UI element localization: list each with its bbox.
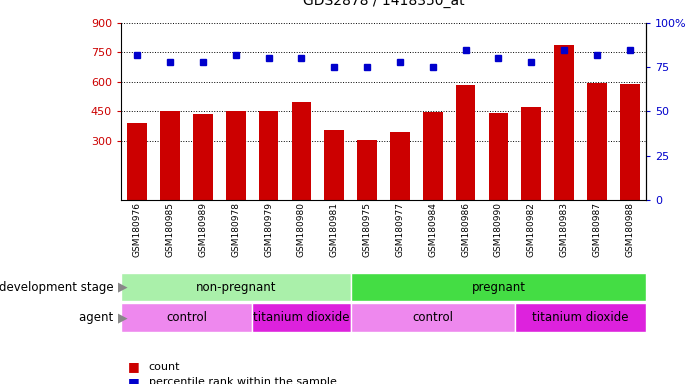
Bar (587, 83, 607, 200)
Bar (390, 132, 410, 200)
Bar (515, 303, 646, 332)
Bar (121, 273, 351, 301)
Bar (160, 111, 180, 200)
Text: GDS2878 / 1418350_at: GDS2878 / 1418350_at (303, 0, 464, 8)
Bar (423, 113, 442, 200)
Text: development stage: development stage (0, 281, 117, 293)
Text: ▶: ▶ (117, 281, 127, 293)
Bar (252, 303, 351, 332)
Bar (350, 273, 646, 301)
Text: titanium dioxide: titanium dioxide (253, 311, 350, 324)
Text: control: control (166, 311, 207, 324)
Bar (357, 140, 377, 200)
Text: ■: ■ (128, 376, 140, 384)
Bar (554, 45, 574, 200)
Bar (325, 130, 344, 200)
Text: titanium dioxide: titanium dioxide (532, 311, 629, 324)
Text: non-pregnant: non-pregnant (196, 281, 276, 293)
Text: ■: ■ (128, 360, 140, 373)
Bar (521, 108, 541, 200)
Bar (292, 101, 311, 200)
Bar (127, 123, 147, 200)
Bar (121, 303, 252, 332)
Bar (456, 85, 475, 200)
Bar (193, 114, 213, 200)
Text: pregnant: pregnant (471, 281, 525, 293)
Bar (489, 113, 508, 200)
Bar (350, 303, 515, 332)
Bar (620, 84, 639, 200)
Text: count: count (149, 362, 180, 372)
Bar (259, 111, 278, 200)
Text: control: control (413, 311, 453, 324)
Text: percentile rank within the sample: percentile rank within the sample (149, 377, 337, 384)
Bar (226, 111, 246, 200)
Text: agent: agent (79, 311, 117, 324)
Text: ▶: ▶ (117, 311, 127, 324)
